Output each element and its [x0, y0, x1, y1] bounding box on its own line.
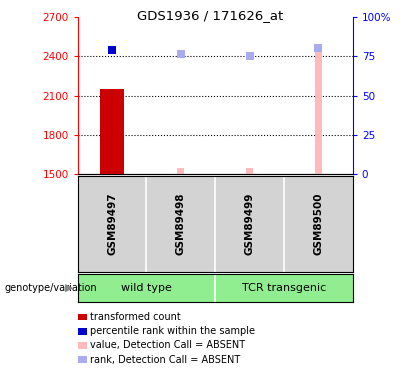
Bar: [315, 45, 322, 174]
Point: [178, 51, 184, 57]
Point: [246, 53, 253, 58]
Point: [315, 45, 322, 51]
Text: GSM89497: GSM89497: [107, 193, 117, 255]
Text: genotype/variation: genotype/variation: [4, 283, 97, 293]
Text: GSM89500: GSM89500: [313, 193, 323, 255]
Point: [109, 47, 116, 53]
Text: GSM89498: GSM89498: [176, 193, 186, 255]
Text: value, Detection Call = ABSENT: value, Detection Call = ABSENT: [90, 340, 245, 350]
Text: transformed count: transformed count: [90, 312, 181, 322]
Bar: [246, 168, 253, 174]
Text: GDS1936 / 171626_at: GDS1936 / 171626_at: [137, 9, 283, 22]
Text: GSM89499: GSM89499: [244, 193, 255, 255]
Text: wild type: wild type: [121, 283, 172, 293]
Text: ▶: ▶: [65, 283, 73, 293]
Text: TCR transgenic: TCR transgenic: [242, 283, 326, 293]
Text: percentile rank within the sample: percentile rank within the sample: [90, 326, 255, 336]
Bar: [100, 89, 124, 174]
Bar: [177, 168, 184, 174]
Text: rank, Detection Call = ABSENT: rank, Detection Call = ABSENT: [90, 355, 241, 364]
